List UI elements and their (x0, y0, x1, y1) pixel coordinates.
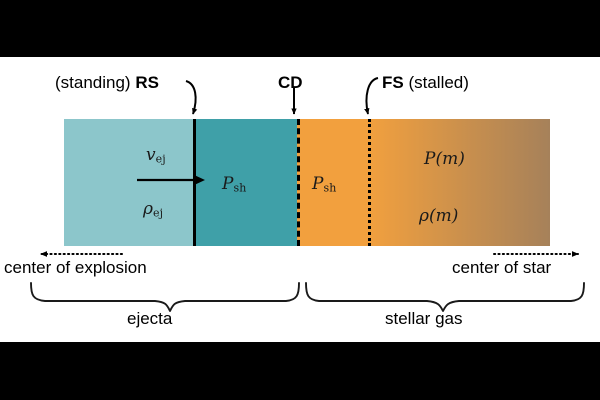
label-density-ejecta: ρej (143, 199, 164, 220)
annotation-contact-discontinuity: CD (278, 74, 303, 91)
label-psh2-base: P (312, 174, 324, 194)
fs-suffix-text: (stalled) (403, 73, 469, 92)
right-arrow-icon (137, 175, 205, 185)
region-shocked-ejecta (193, 119, 297, 246)
label-rhoej-sub: ej (153, 206, 164, 220)
label-density-profile: ρ(m) (419, 206, 459, 226)
label-center-of-explosion: center of explosion (4, 258, 147, 277)
boundary-line-forward-shock (368, 119, 371, 246)
label-center-of-star: center of star (452, 258, 552, 277)
label-stellar-gas: stellar gas (385, 309, 463, 328)
boundary-line-contact-discontinuity (297, 119, 300, 246)
annotation-reverse-shock: (standing) RS (55, 74, 159, 91)
stratification-bar: vej ρej Psh Psh P(m) ρ(m) (64, 119, 550, 246)
label-rhoej-base: ρ (143, 199, 153, 219)
cd-abbrev-text: CD (278, 73, 303, 92)
rs-prefix-text: (standing) (55, 73, 136, 92)
label-psh1-base: P (222, 174, 234, 194)
label-psh2-sub: sh (323, 181, 337, 195)
region-shocked-stellar-gas (297, 119, 368, 246)
label-pressure-profile: P(m) (424, 149, 465, 169)
label-pressure-shocked-ejecta: Psh (222, 174, 247, 195)
region-ambient-stellar-gas (368, 119, 550, 246)
rs-abbrev-text: RS (135, 73, 159, 92)
fs-abbrev-text: FS (382, 73, 404, 92)
label-psh1-sub: sh (233, 181, 247, 195)
label-ejecta: ejecta (127, 309, 173, 328)
boundary-line-reverse-shock (193, 119, 196, 246)
label-vej-sub: ej (155, 152, 166, 166)
label-pressure-shocked-gas: Psh (312, 174, 337, 195)
region-free-ejecta (64, 119, 193, 246)
label-velocity-ejecta: vej (146, 145, 166, 166)
annotation-forward-shock: FS (stalled) (382, 74, 469, 91)
label-vej-base: v (146, 145, 156, 165)
